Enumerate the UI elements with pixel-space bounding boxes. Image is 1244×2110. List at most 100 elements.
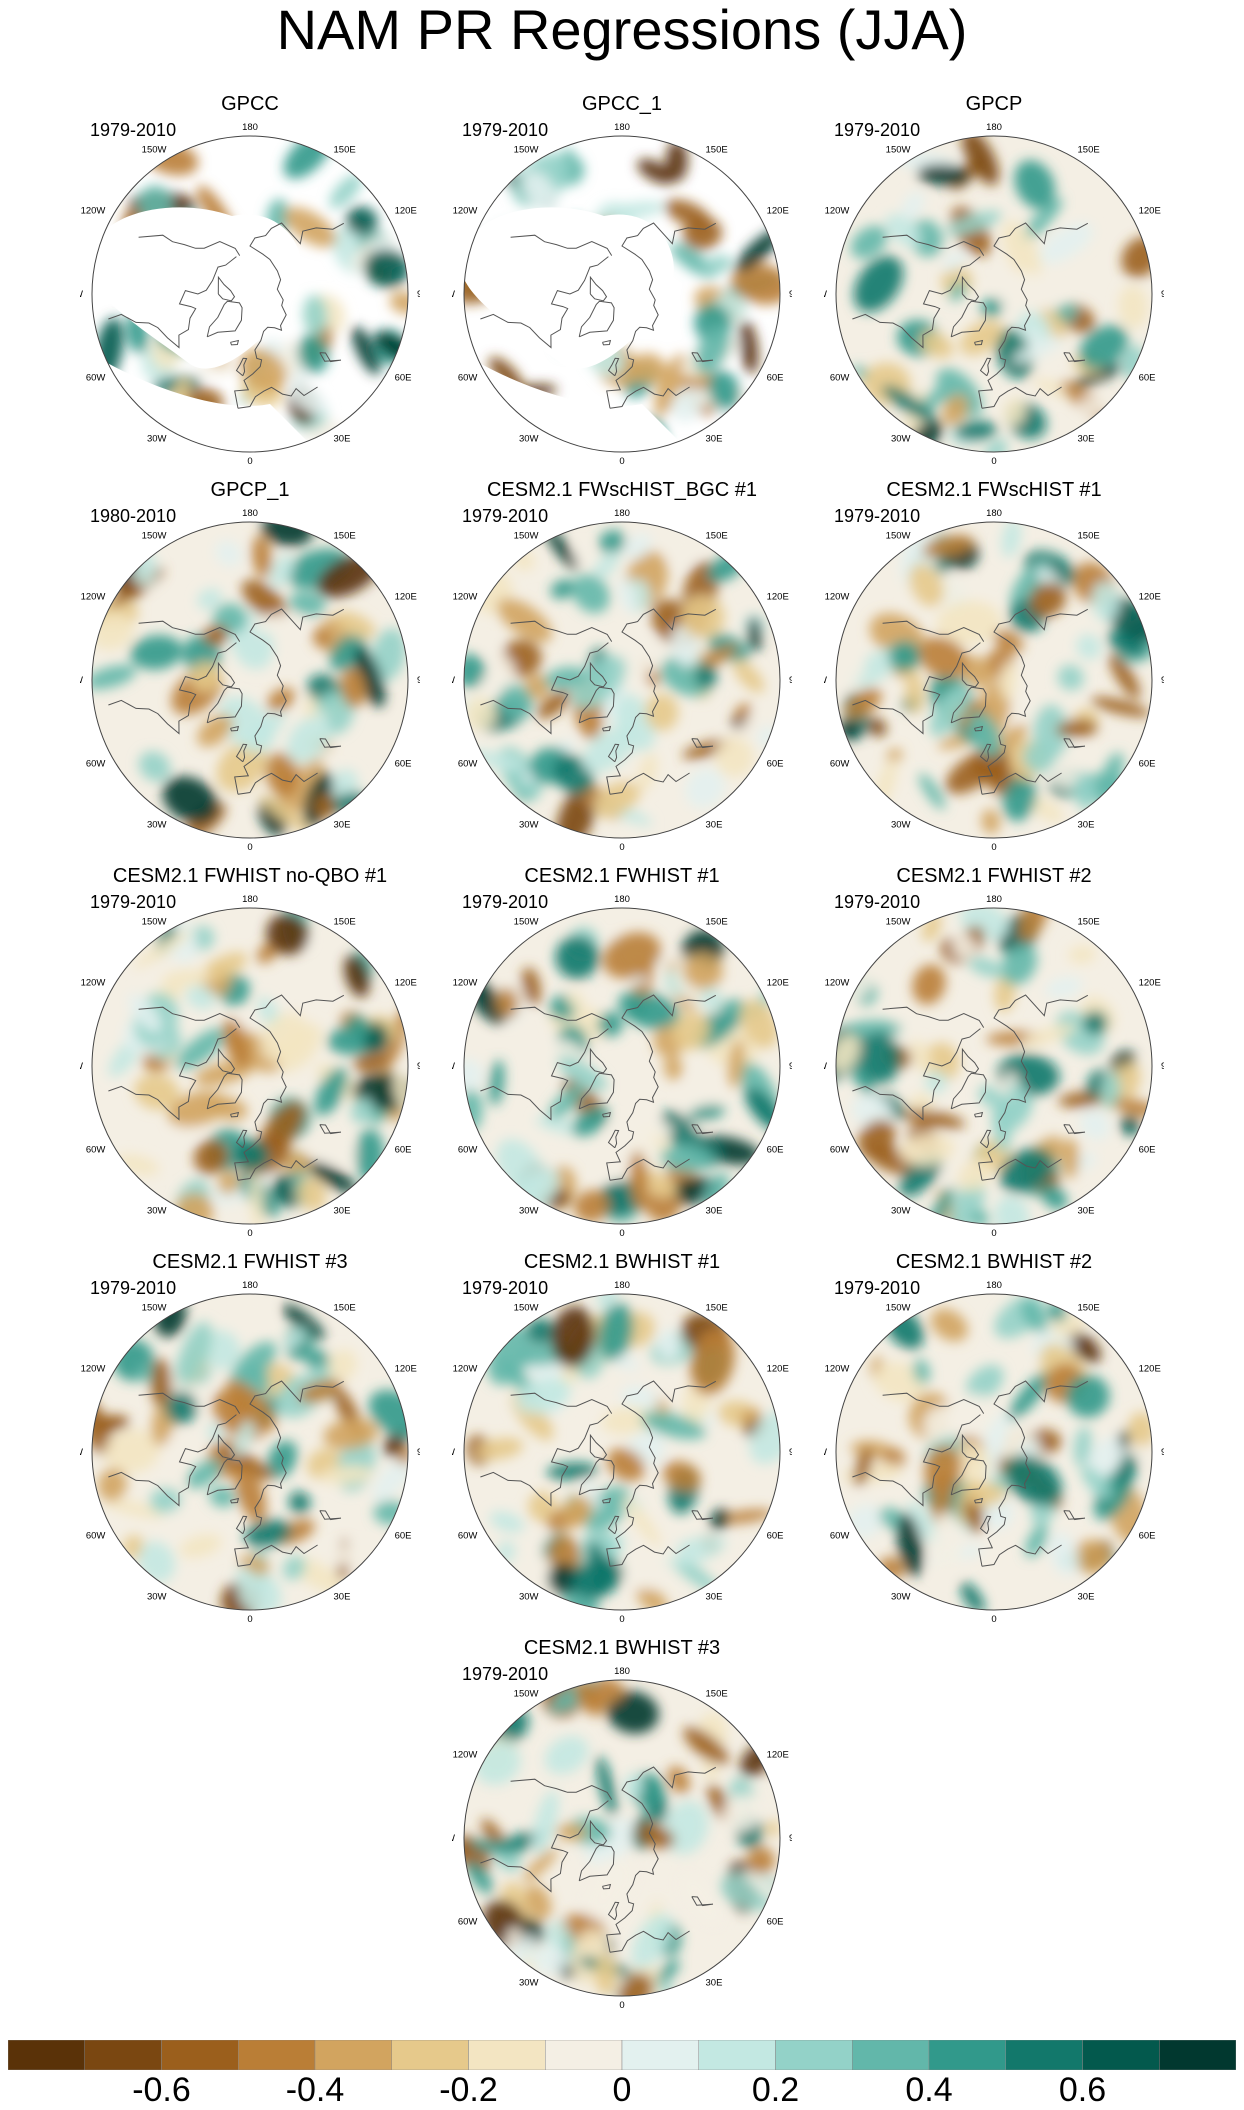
colorbar-tick-label: 0.2 xyxy=(751,2071,800,2109)
longitude-label: 60E xyxy=(395,373,412,384)
map-panel: CESM2.1 FWHIST #2 1979-2010 180 150E 120E 90E… xyxy=(824,864,1164,1238)
regression-field xyxy=(464,908,780,1224)
colorbar-swatch xyxy=(314,2040,392,2070)
polar-map: 180 150E 120E 90E 60E 30E 0 30W 60W 90W 120W 150W xyxy=(824,122,1164,466)
coastlines xyxy=(108,1380,345,1567)
longitude-label: 120E xyxy=(1139,592,1161,603)
polar-map: 180 150E 120E 90E 60E 30E 0 30W 60W 90W 120W 150W xyxy=(824,508,1164,852)
longitude-label: 180 xyxy=(614,1280,630,1291)
panel-period: 1979-2010 xyxy=(834,1278,921,1298)
longitude-label: 150W xyxy=(514,144,539,155)
map-panel: CESM2.1 BWHIST #3 1979-2010 180 150E 120E 90E… xyxy=(452,1636,792,2010)
colorbar-swatch xyxy=(852,2040,930,2070)
longitude-label: 90E xyxy=(1161,1447,1164,1458)
panel-title: CESM2.1 FWHIST no-QBO #1 xyxy=(112,865,388,887)
map-panel: GPCC_1 1979-2010 180 150E 120E 90E 60E 30E 0 30W 6… xyxy=(452,92,792,466)
longitude-label: 150W xyxy=(514,1302,539,1313)
panel-period: 1979-2010 xyxy=(462,892,549,912)
longitude-label: 60E xyxy=(1139,1145,1156,1156)
colorbar-tick-label: -0.4 xyxy=(285,2071,345,2109)
longitude-label: 90E xyxy=(789,1447,792,1458)
longitude-label: 60E xyxy=(1139,373,1156,384)
longitude-label: 120E xyxy=(395,1364,417,1375)
colorbar-labels: -0.6 -0.4 -0.2 0 0.2 0.4 0.6 xyxy=(8,2072,1236,2110)
longitude-label: 30E xyxy=(1078,434,1095,445)
polar-map: 180 150E 120E 90E 60E 30E 0 30W 60W 90W 120W 150W xyxy=(452,508,792,852)
longitude-label: 120W xyxy=(825,206,850,217)
panel-title: GPCP_1 xyxy=(210,479,290,501)
longitude-label: 150W xyxy=(142,1302,167,1313)
longitude-label: 0 xyxy=(247,1228,252,1238)
longitude-label: 30W xyxy=(519,434,539,445)
coastlines xyxy=(480,1766,717,1953)
longitude-label: 90W xyxy=(824,675,827,686)
longitude-label: 120W xyxy=(453,206,478,217)
map-boundary xyxy=(835,521,1153,839)
longitude-label: 120E xyxy=(1139,206,1161,217)
panel-title: CESM2.1 FWHIST #1 xyxy=(524,865,720,887)
longitude-label: 120W xyxy=(825,1364,850,1375)
longitude-label: 30E xyxy=(334,1206,351,1217)
map-panel: GPCP 1979-2010 180 150E 120E 90E 60E 30E 0 30W 60W… xyxy=(824,92,1164,466)
polar-map: 180 150E 120E 90E 60E 30E 0 30W 60W 90W 120W 150W xyxy=(452,1280,792,1624)
longitude-label: 90W xyxy=(452,1833,455,1844)
panel-period: 1979-2010 xyxy=(834,120,921,140)
colorbar-swatch xyxy=(545,2040,623,2070)
longitude-label: 90W xyxy=(80,1061,83,1072)
longitude-label: 120W xyxy=(453,978,478,989)
longitude-label: 90W xyxy=(824,1061,827,1072)
longitude-label: 60E xyxy=(767,1917,784,1928)
map-boundary xyxy=(463,521,781,839)
polar-map: 180 150E 120E 90E 60E 30E 0 30W 60W 90W 120W 150W xyxy=(452,122,792,466)
longitude-label: 120W xyxy=(453,1750,478,1761)
longitude-label: 120E xyxy=(1139,1364,1161,1375)
longitude-label: 0 xyxy=(991,1228,996,1238)
polar-map: 180 150E 120E 90E 60E 30E 0 30W 60W 90W 120W 150W xyxy=(80,508,420,852)
longitude-label: 150E xyxy=(1078,530,1100,541)
longitude-label: 60W xyxy=(86,1145,106,1156)
longitude-label: 30E xyxy=(334,434,351,445)
colorbar-swatch xyxy=(238,2040,316,2070)
longitude-label: 0 xyxy=(619,456,624,466)
longitude-label: 90E xyxy=(1161,289,1164,300)
coastlines xyxy=(480,1380,717,1567)
longitude-label: 90W xyxy=(80,289,83,300)
longitude-label: 150E xyxy=(1078,1302,1100,1313)
longitude-label: 60E xyxy=(1139,759,1156,770)
longitude-label: 60E xyxy=(767,373,784,384)
colorbar-swatch xyxy=(928,2040,1006,2070)
longitude-label: 150E xyxy=(706,916,728,927)
longitude-label: 30E xyxy=(706,1592,723,1603)
longitude-label: 150W xyxy=(514,916,539,927)
longitude-label: 90E xyxy=(1161,675,1164,686)
panel-period: 1979-2010 xyxy=(90,892,177,912)
regression-field xyxy=(464,1680,780,1996)
map-boundary xyxy=(463,135,781,453)
longitude-label: 120W xyxy=(81,206,106,217)
coastlines xyxy=(480,222,717,409)
longitude-label: 0 xyxy=(619,1614,624,1624)
regression-field xyxy=(92,908,408,1224)
longitude-label: 0 xyxy=(991,842,996,852)
longitude-label: 30W xyxy=(891,434,911,445)
panel-period: 1979-2010 xyxy=(462,1278,549,1298)
longitude-label: 60W xyxy=(86,1531,106,1542)
longitude-label: 180 xyxy=(986,894,1002,905)
longitude-label: 180 xyxy=(614,508,630,519)
longitude-label: 150E xyxy=(706,530,728,541)
colorbar-swatch xyxy=(8,2040,85,2070)
longitude-label: 30W xyxy=(147,820,167,831)
longitude-label: 90W xyxy=(452,1061,455,1072)
longitude-label: 180 xyxy=(242,122,258,133)
longitude-label: 120E xyxy=(395,592,417,603)
longitude-label: 90E xyxy=(789,1061,792,1072)
longitude-label: 0 xyxy=(991,1614,996,1624)
longitude-label: 90W xyxy=(452,675,455,686)
polar-map: 180 150E 120E 90E 60E 30E 0 30W 60W 90W 120W 150W xyxy=(452,894,792,1238)
longitude-label: 180 xyxy=(242,894,258,905)
longitude-label: 60E xyxy=(767,1145,784,1156)
panel-title: CESM2.1 BWHIST #1 xyxy=(523,1251,721,1273)
longitude-label: 60E xyxy=(1139,1531,1156,1542)
longitude-label: 30E xyxy=(706,1206,723,1217)
regression-field xyxy=(92,136,408,452)
